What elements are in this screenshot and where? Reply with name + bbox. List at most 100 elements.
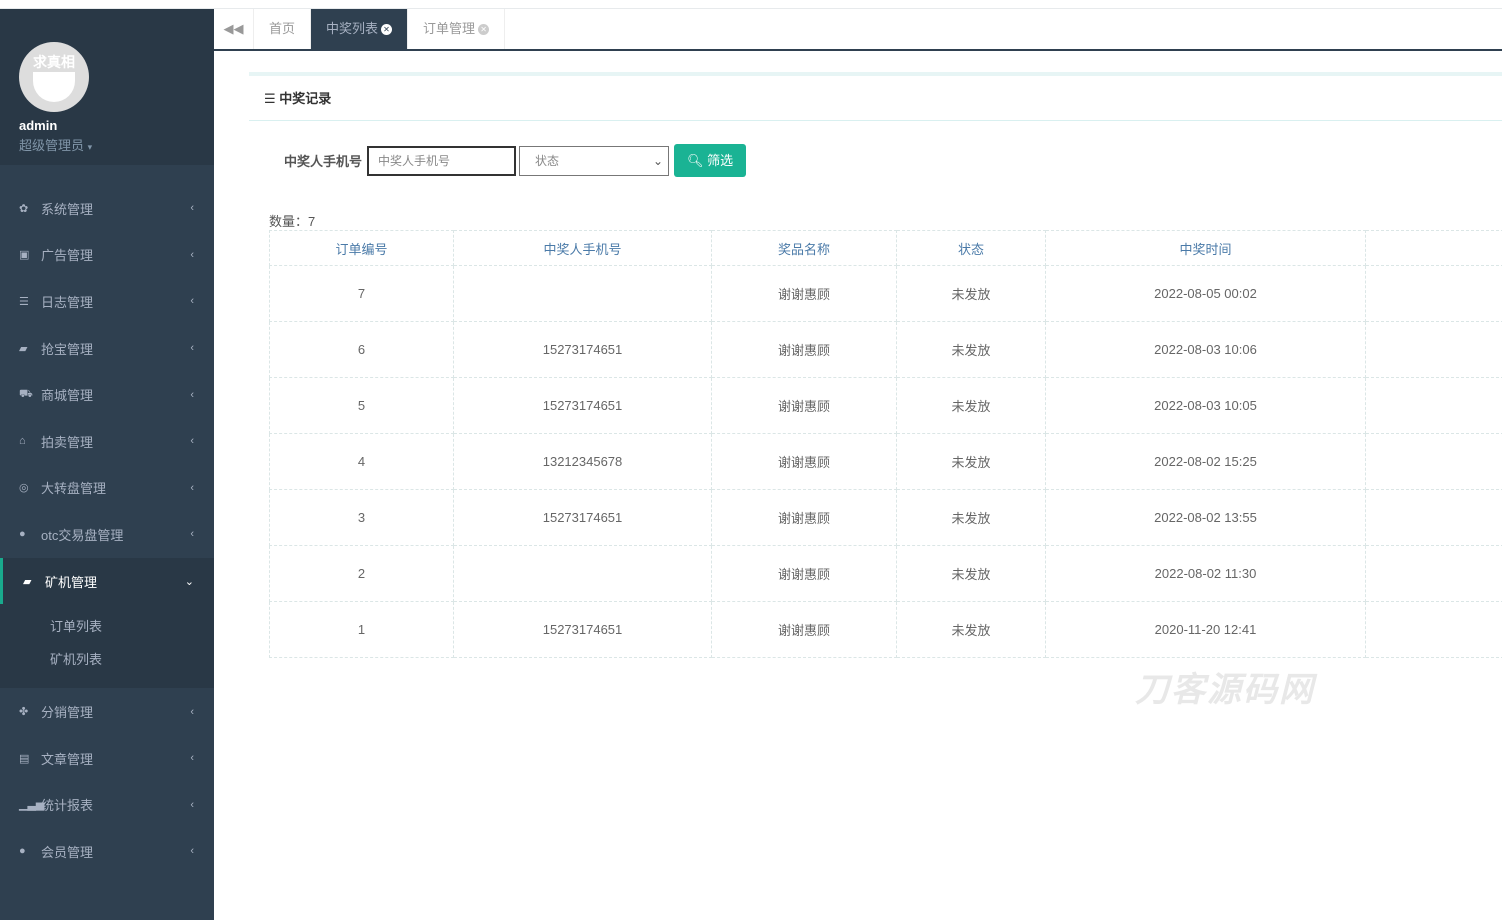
phone-input[interactable]: 中奖人手机号 [367,145,517,176]
table-cell [1365,601,1502,658]
archive-icon: ▤ [19,752,30,765]
table-cell: 未发放 [896,601,1046,658]
table-cell: 2022-08-05 00:02 [1045,265,1366,322]
sidebar-item-12[interactable]: ● 会员管理 ‹ [0,828,214,875]
table-row: 6 15273174651 谢谢惠顾 未发放 2022-08-03 10:06 [269,321,1502,378]
top-bar [0,0,1502,9]
watermark: 刀客源码网 [1135,671,1315,709]
table-row: 7 谢谢惠顾 未发放 2022-08-05 00:02 [269,265,1502,322]
role-dropdown[interactable]: 超级管理员 ▾ [19,135,214,154]
table-cell: 15273174651 [453,377,712,434]
table-cell: 谢谢惠顾 [711,545,897,602]
sidebar-item-5[interactable]: ⌂ 拍卖管理 ‹ [0,418,214,465]
table-cell: 谢谢惠顾 [711,489,897,546]
table-cell: 5 [269,377,454,434]
sidebar-item-label: 分销管理 [41,705,94,721]
sidebar-item-label: 日志管理 [41,294,94,310]
user-icon: ● [19,528,26,541]
column-header: 中奖人手机号 [453,230,712,266]
sidebar-item-11[interactable]: ▁▃▅ 统计报表 ‹ [0,782,214,829]
table-cell: 未发放 [896,489,1046,546]
avatar[interactable]: 求真相 [19,42,89,112]
cart-icon: ⛟ [19,387,33,400]
table-cell: 15273174651 [453,601,712,658]
table-cell: 2022-08-02 15:25 [1045,433,1366,490]
table-cell: 15273174651 [453,321,712,378]
table-row: 4 13212345678 谢谢惠顾 未发放 2022-08-02 15:25 [269,433,1502,490]
bar-chart-icon: ▁▃▅ [19,799,45,812]
sidebar-item-6[interactable]: ◎ 大转盘管理 ‹ [0,465,214,512]
table-cell [1365,489,1502,546]
sidebar-item-2[interactable]: ☰ 日志管理 ‹ [0,278,214,325]
table-cell: 2022-08-03 10:05 [1045,377,1366,434]
table-cell: 2022-08-02 13:55 [1045,489,1366,546]
table-row: 2 谢谢惠顾 未发放 2022-08-02 11:30 [269,545,1502,602]
list-icon: ☰ [264,91,276,106]
table-cell [1365,265,1502,322]
tab-2[interactable]: 订单管理 ✕ [408,9,506,49]
filter-form: 中奖人手机号 中奖人手机号 状态 ⌄ 🔍︎ 筛选 [284,144,747,177]
column-header: 订单编号 [269,230,454,266]
table-cell: 15273174651 [453,489,712,546]
table-cell: 13212345678 [453,433,712,490]
sidebar-item-3[interactable]: ▰ 抢宝管理 ‹ [0,325,214,372]
table-cell: 7 [269,265,454,322]
tab-1[interactable]: 中奖列表 ✕ [311,9,409,49]
close-icon[interactable]: ✕ [478,24,490,36]
table-cell: 3 [269,489,454,546]
sidebar-item-8[interactable]: ▰ 矿机管理 ⌄ [0,557,214,605]
submenu-item[interactable]: 矿机列表 [50,652,103,668]
table-cell [1365,321,1502,378]
chevron-left-icon: ‹ [190,528,194,541]
table-cell: 2022-08-03 10:06 [1045,321,1366,378]
book-icon: ▰ [19,342,28,355]
sidebar-item-0[interactable]: ✿ 系统管理 ‹ [0,185,214,232]
status-select[interactable]: 状态 ⌄ [519,145,670,176]
chevron-left-icon: ‹ [190,295,194,308]
chevron-left-icon: ‹ [190,248,194,261]
sidebar-item-label: 大转盘管理 [41,481,107,497]
chevron-down-icon: ⌄ [184,575,194,588]
gear-icon: ✿ [19,202,29,215]
table-cell: 未发放 [896,265,1046,322]
sidebar-item-10[interactable]: ▤ 文章管理 ‹ [0,735,214,782]
filter-button[interactable]: 🔍︎ 筛选 [674,144,747,177]
avatar-text: 求真相 [33,54,75,70]
chevron-left-icon: ‹ [190,435,194,448]
gamepad-icon: ◎ [19,482,29,495]
sidebar-item-1[interactable]: ▣ 广告管理 ‹ [0,232,214,279]
username: admin [19,118,58,133]
panel-title-text: 中奖记录 [279,91,332,106]
column-header: 中奖时间 [1045,230,1366,266]
caret-down-icon: ▾ [87,142,93,152]
submenu-item[interactable]: 订单列表 [50,619,103,635]
table-cell: 2020-11-20 12:41 [1045,601,1366,658]
tab-0[interactable]: 首页 [254,9,312,49]
user-icon: ● [19,845,26,858]
sidebar-item-7[interactable]: ● otc交易盘管理 ‹ [0,511,214,558]
image-icon: ▣ [19,249,30,262]
column-header [1365,230,1502,266]
list-icon: ☰ [19,295,29,308]
table-cell: 6 [269,321,454,378]
submenu: 订单列表 矿机列表 [0,604,214,689]
sidebar-item-label: 文章管理 [41,751,94,767]
sidebar-item-9[interactable]: ✤ 分销管理 ‹ [0,688,214,735]
table-cell: 1 [269,601,454,658]
avatar-face [33,72,75,102]
table-cell: 未发放 [896,321,1046,378]
table-cell: 谢谢惠顾 [711,321,897,378]
tab-bar: ◀◀ 首页 中奖列表 ✕ 订单管理 ✕ [214,9,1502,51]
chevron-left-icon: ‹ [190,705,194,718]
scroll-left-button[interactable]: ◀◀ [214,9,254,49]
table-row: 3 15273174651 谢谢惠顾 未发放 2022-08-02 13:55 [269,489,1502,546]
table-cell: 谢谢惠顾 [711,601,897,658]
panel: ☰ 中奖记录 [249,72,1502,121]
table-cell: 4 [269,433,454,490]
table-cell [453,265,712,322]
sidebar: 求真相 admin 超级管理员 ▾ ✿ 系统管理 ‹ ▣ 广告管理 ‹ ☰ 日志管理 ‹ ▰ 抢宝管… [0,9,214,920]
close-icon[interactable]: ✕ [381,24,393,36]
user-profile: 求真相 admin 超级管理员 ▾ [0,9,214,165]
sidebar-item-4[interactable]: ⛟ 商城管理 ‹ [0,371,214,418]
table-cell [1365,545,1502,602]
